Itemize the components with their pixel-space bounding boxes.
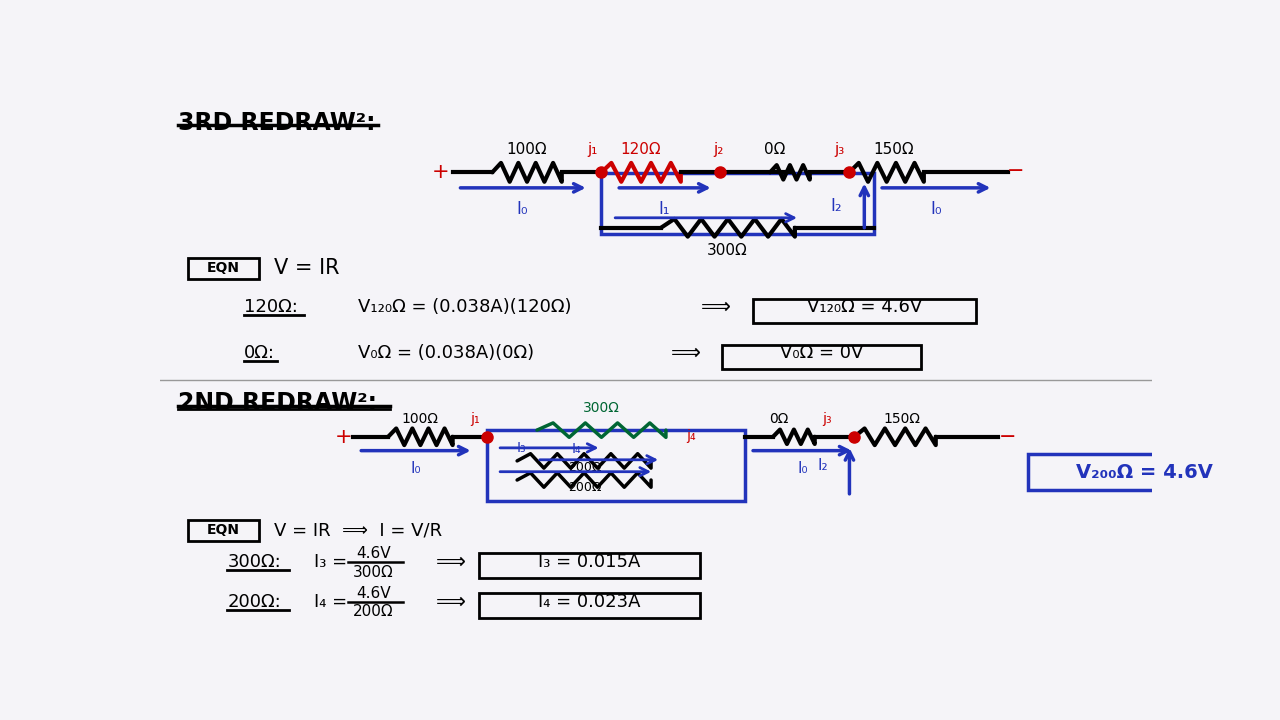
Text: 200Ω: 200Ω xyxy=(568,461,602,474)
Text: V₁₂₀Ω = (0.038A)(120Ω): V₁₂₀Ω = (0.038A)(120Ω) xyxy=(358,298,572,316)
Text: V₀Ω = 0V: V₀Ω = 0V xyxy=(780,344,863,362)
Text: +: + xyxy=(334,427,352,447)
Text: 300Ω: 300Ω xyxy=(582,401,620,415)
Text: 200Ω: 200Ω xyxy=(568,481,602,494)
Text: 100Ω: 100Ω xyxy=(402,412,439,426)
Text: −: − xyxy=(1006,161,1024,181)
Bar xyxy=(1028,454,1261,490)
Text: 120Ω: 120Ω xyxy=(621,142,662,157)
Text: j₃: j₃ xyxy=(835,142,845,157)
Bar xyxy=(188,520,259,541)
Text: I₃ = 0.015A: I₃ = 0.015A xyxy=(539,553,641,571)
Text: 150Ω: 150Ω xyxy=(883,412,920,426)
Text: 4.6V: 4.6V xyxy=(356,585,390,600)
Text: I₂: I₂ xyxy=(831,197,842,215)
Text: ⟹: ⟹ xyxy=(435,552,466,572)
Text: 0Ω: 0Ω xyxy=(769,412,788,426)
Text: j₄: j₄ xyxy=(686,428,695,443)
Text: V₀Ω = (0.038A)(0Ω): V₀Ω = (0.038A)(0Ω) xyxy=(358,344,535,362)
Text: EQN: EQN xyxy=(207,261,239,275)
Text: ⟹: ⟹ xyxy=(700,297,731,317)
Text: I₁: I₁ xyxy=(658,200,669,218)
Text: V = IR  ⟹  I = V/R: V = IR ⟹ I = V/R xyxy=(274,521,442,539)
Text: j₁: j₁ xyxy=(588,142,598,157)
Text: I₀: I₀ xyxy=(797,462,808,476)
Text: +: + xyxy=(431,162,449,182)
Bar xyxy=(188,258,259,279)
Text: I₄: I₄ xyxy=(572,442,581,456)
Text: V₁₂₀Ω = 4.6V: V₁₂₀Ω = 4.6V xyxy=(808,298,923,316)
Text: 4.6V: 4.6V xyxy=(356,546,390,561)
Bar xyxy=(753,300,977,323)
Bar xyxy=(488,430,745,500)
Text: 300Ω: 300Ω xyxy=(707,243,748,258)
Bar xyxy=(602,174,874,235)
Text: 200Ω:: 200Ω: xyxy=(228,593,282,611)
Text: I₄ =: I₄ = xyxy=(314,593,347,611)
Text: 300Ω: 300Ω xyxy=(353,564,394,580)
Text: 150Ω: 150Ω xyxy=(874,142,914,157)
Text: 2ND REDRAW²:: 2ND REDRAW²: xyxy=(178,391,376,415)
Text: I₀: I₀ xyxy=(516,200,527,218)
Text: EQN: EQN xyxy=(207,523,239,537)
Text: 0Ω:: 0Ω: xyxy=(244,344,275,362)
Text: j₁: j₁ xyxy=(471,412,480,426)
Text: ⟹: ⟹ xyxy=(671,343,700,363)
Bar xyxy=(480,553,700,577)
Text: I₀: I₀ xyxy=(931,200,942,218)
Text: 200Ω: 200Ω xyxy=(353,605,393,619)
Text: 0Ω: 0Ω xyxy=(764,142,786,157)
Text: j₂: j₂ xyxy=(713,142,723,157)
Bar xyxy=(480,593,700,618)
Text: −: − xyxy=(998,427,1016,447)
Text: I₀: I₀ xyxy=(411,462,421,476)
Text: 3RD REDRAW²:: 3RD REDRAW²: xyxy=(178,112,375,135)
Text: I₄ = 0.023A: I₄ = 0.023A xyxy=(539,593,641,611)
Text: 300Ω:: 300Ω: xyxy=(228,553,282,571)
Bar xyxy=(722,346,920,369)
Text: j₃: j₃ xyxy=(822,412,832,426)
Text: I₂: I₂ xyxy=(818,458,828,473)
Text: I₃ =: I₃ = xyxy=(314,553,347,571)
Text: I₃: I₃ xyxy=(517,441,527,455)
Text: 120Ω:: 120Ω: xyxy=(244,298,298,316)
Text: ⟹: ⟹ xyxy=(435,592,466,612)
Text: 100Ω: 100Ω xyxy=(507,142,548,157)
Text: V = IR: V = IR xyxy=(274,258,339,278)
Text: V₂₀₀Ω = 4.6V: V₂₀₀Ω = 4.6V xyxy=(1076,463,1213,482)
